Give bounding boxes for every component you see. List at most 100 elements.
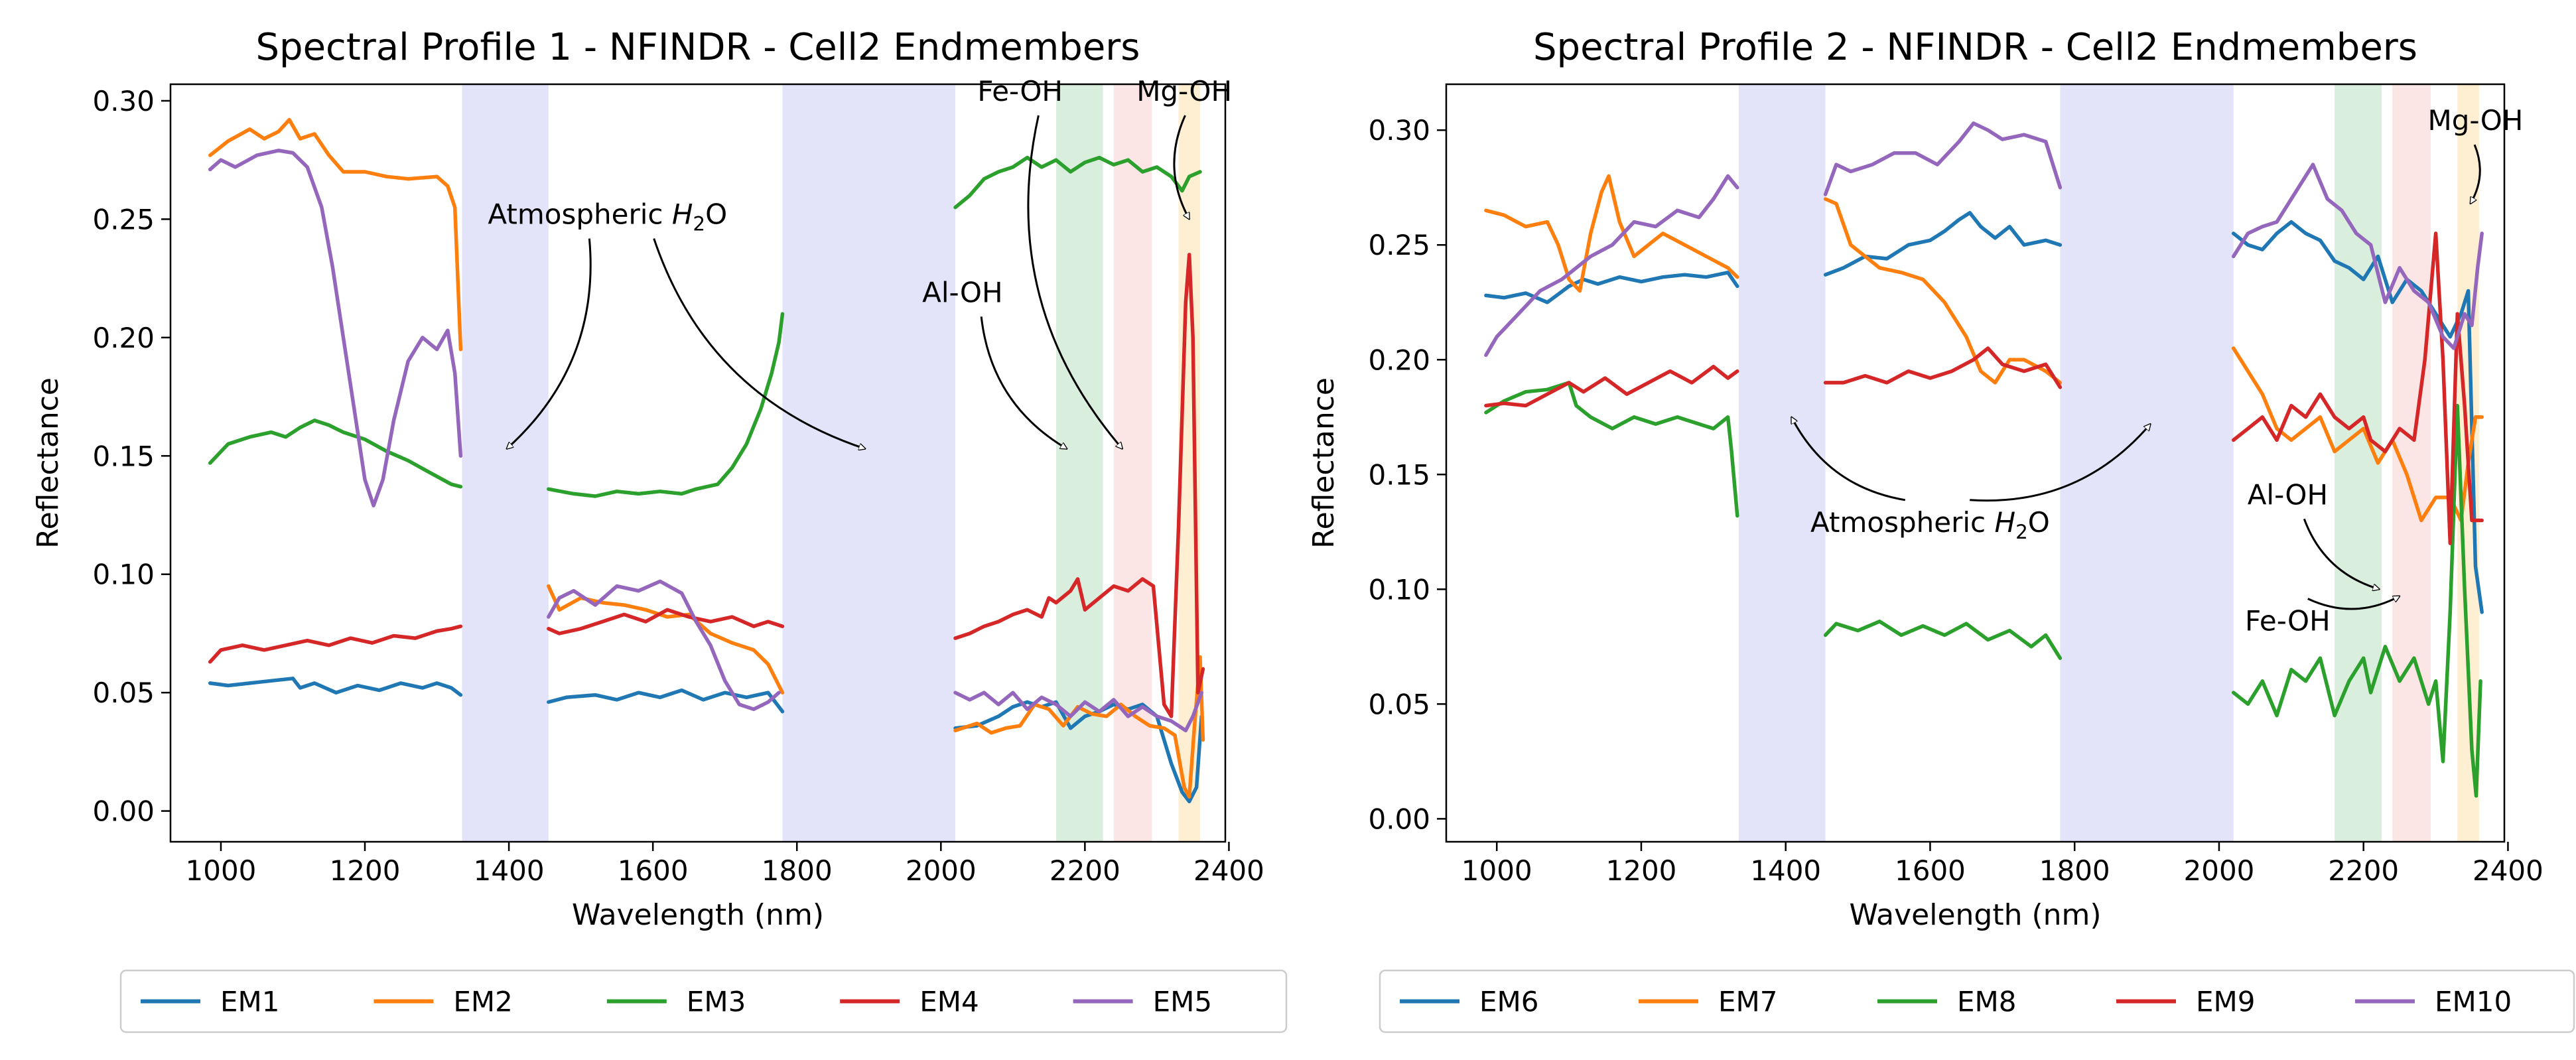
legend-label-em8: EM8 <box>1957 986 2017 1018</box>
series-line-em8 <box>1484 381 1739 518</box>
annotation-label: Mg-OH <box>2428 104 2524 137</box>
x-tick-label: 1800 <box>762 854 833 887</box>
annotation-arrow <box>980 316 1067 448</box>
series-line-em10 <box>1823 121 2063 196</box>
series-lines <box>1484 121 2484 798</box>
series-line-em8 <box>1823 620 2063 660</box>
x-tick-label: 1400 <box>1750 854 1821 887</box>
annotation-label: Atmospheric H2O <box>488 198 727 235</box>
y-axis-label: Reflectance <box>1307 377 1341 549</box>
series-line-em10 <box>1484 174 1739 358</box>
legend-label-em6: EM6 <box>1479 986 1539 1018</box>
axes-frame <box>169 83 1227 843</box>
series-line-em1 <box>547 688 785 714</box>
y-tick-label: 0.10 <box>1368 573 1430 606</box>
y-tick-label: 0.20 <box>92 322 155 354</box>
series-line-em3 <box>953 155 1202 210</box>
series-line-em1 <box>208 677 463 697</box>
y-tick-label: 0.15 <box>1368 458 1430 491</box>
absorption-bands <box>1738 84 2479 842</box>
absorption-band <box>2392 84 2431 842</box>
chart-panel-1: Spectral Profile 1 - NFINDR - Cell2 Endm… <box>31 26 1288 1033</box>
annotation-arrow <box>1791 417 1906 501</box>
legend: EM6 EM7 EM8 EM9 EM10 <box>1379 969 2575 1033</box>
x-tick-label: 2400 <box>1193 854 1264 887</box>
chart-title: Spectral Profile 1 - NFINDR - Cell2 Endm… <box>256 26 1140 69</box>
x-tick-label: 1800 <box>2039 854 2110 887</box>
absorption-band <box>1738 84 1826 842</box>
x-tick-label: 1400 <box>474 854 545 887</box>
y-tick-label: 0.05 <box>92 677 155 709</box>
legend: EM1 EM2 EM3 EM4 EM5 <box>119 969 1288 1033</box>
series-line-em9 <box>1823 346 2063 389</box>
annotation-label: Fe-OH <box>977 75 1063 107</box>
annotation-label: Al-OH <box>2248 478 2328 511</box>
legend-box <box>119 969 1288 1033</box>
series-line-em5 <box>953 691 1203 733</box>
annotation-label: Al-OH <box>922 276 1002 308</box>
legend-label-em10: EM10 <box>2435 986 2512 1018</box>
legend-label-em2: EM2 <box>453 986 513 1018</box>
x-axis-label: Wavelength (nm) <box>572 898 824 932</box>
series-line-em9 <box>1484 364 1739 408</box>
y-tick-label: 0.10 <box>92 559 155 591</box>
annotation-arrow <box>1173 115 1191 219</box>
legend-label-em9: EM9 <box>2196 986 2256 1018</box>
y-tick-label: 0.15 <box>92 440 155 472</box>
y-tick-label: 0.25 <box>1368 229 1430 261</box>
x-tick-label: 1000 <box>1461 854 1532 887</box>
legend-label-em7: EM7 <box>1718 986 1778 1018</box>
annotation-arrow <box>1027 115 1122 449</box>
series-lines <box>208 117 1205 804</box>
annotation-arrow <box>507 238 592 449</box>
annotation-arrow <box>1970 424 2150 502</box>
series-line-em6 <box>1823 211 2063 277</box>
y-tick-label: 0.20 <box>1368 344 1430 376</box>
series-line-em3 <box>547 312 785 498</box>
annotation-label: Atmospheric H2O <box>1810 506 2050 543</box>
series-line-em9 <box>2231 232 2484 545</box>
x-tick-label: 1600 <box>618 854 689 887</box>
series-line-em10 <box>2231 163 2484 350</box>
absorption-band <box>2060 84 2234 842</box>
annotation-label: Mg-OH <box>1136 75 1232 107</box>
x-tick-label: 2200 <box>2328 854 2399 887</box>
legend-label-em1: EM1 <box>220 986 280 1018</box>
absorption-band <box>782 84 956 842</box>
series-line-em8 <box>2231 403 2482 798</box>
series-line-em4 <box>547 608 785 635</box>
y-tick-label: 0.00 <box>1368 803 1430 835</box>
chart-panel-2: Spectral Profile 2 - NFINDR - Cell2 Endm… <box>1307 26 2575 1033</box>
axes-frame <box>1445 83 2506 843</box>
y-tick-label: 0.00 <box>92 795 155 828</box>
plot-area <box>1446 84 2504 842</box>
legend-label-em4: EM4 <box>919 986 979 1018</box>
series-line-em7 <box>1823 197 2063 385</box>
legend-box <box>1379 969 2575 1033</box>
y-tick-label: 0.30 <box>1368 114 1430 147</box>
x-tick-label: 1200 <box>330 854 401 887</box>
annotation-arrow <box>2471 144 2481 204</box>
plot-area <box>170 84 1225 842</box>
absorption-band <box>1113 84 1152 842</box>
y-tick-label: 0.30 <box>92 85 155 117</box>
series-line-em2 <box>547 584 785 695</box>
series-line-em4 <box>208 624 463 664</box>
series-line-em6 <box>1484 271 1739 304</box>
x-axis-label: Wavelength (nm) <box>1849 898 2101 932</box>
legend-label-em5: EM5 <box>1153 986 1213 1018</box>
series-line-em2 <box>953 655 1205 799</box>
y-axis-label: Reflectance <box>31 377 65 549</box>
series-line-em2 <box>208 117 463 352</box>
x-tick-label: 2000 <box>906 854 977 887</box>
series-line-em5 <box>208 149 463 507</box>
x-tick-label: 1200 <box>1606 854 1677 887</box>
legend-label-em3: EM3 <box>687 986 746 1018</box>
absorption-band <box>2335 84 2382 842</box>
absorption-band <box>462 84 549 842</box>
x-tick-label: 2200 <box>1050 854 1120 887</box>
series-line-em4 <box>953 253 1205 718</box>
absorption-band <box>1055 84 1103 842</box>
annotation-arrow <box>653 238 866 449</box>
